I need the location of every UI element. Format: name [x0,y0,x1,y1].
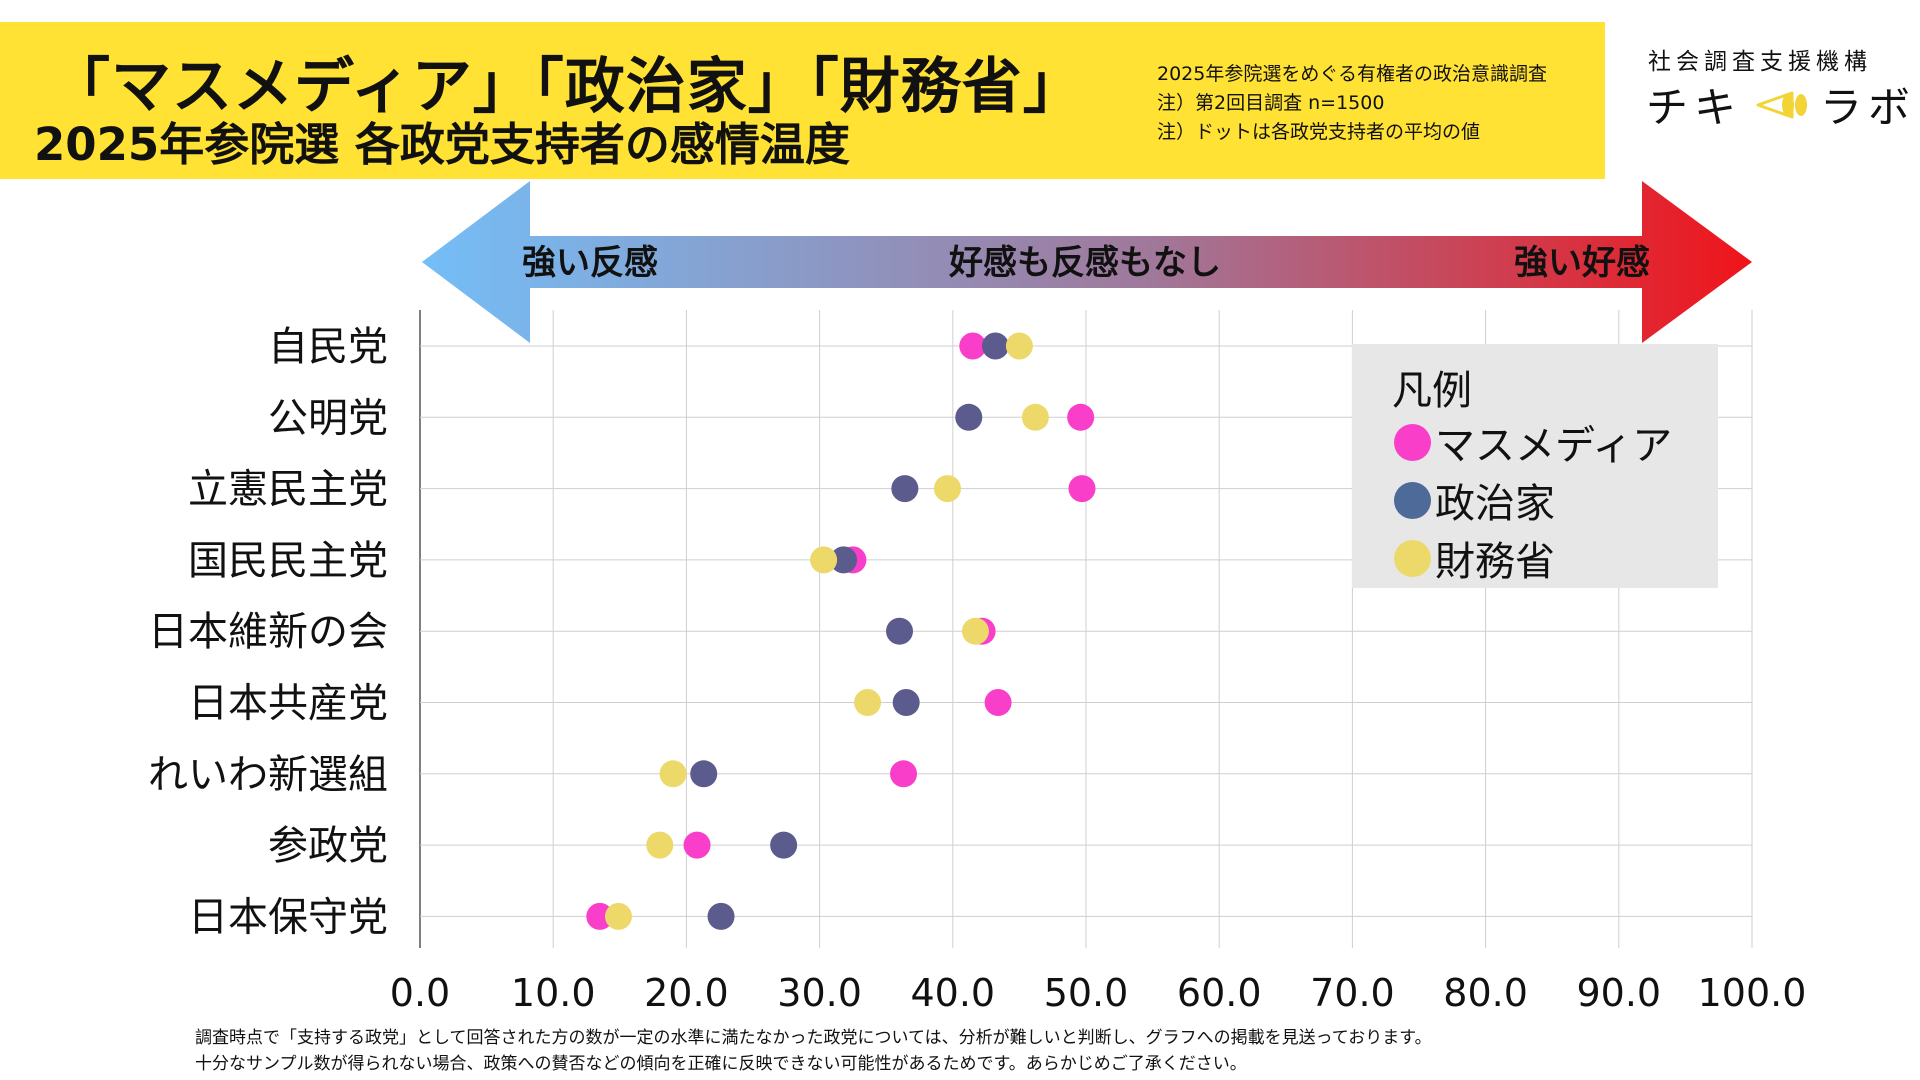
data-point [886,617,914,645]
category-label: 立憲民主党 [188,467,388,513]
data-point [891,475,919,503]
data-point [770,831,798,859]
logo-text-left: チキ [1646,83,1743,132]
category-label: 日本保守党 [188,894,388,940]
page-subtitle: 2025年参院選 各政党支持者の感情温度 [34,118,850,171]
megaphone-icon [1756,91,1808,118]
data-point [707,902,735,930]
legend-swatch [1394,423,1431,461]
data-point [604,902,632,930]
x-tick-label: 30.0 [777,971,862,1015]
category-label: れいわ新選組 [148,752,388,798]
legend-item-politicians: 政治家 [1394,478,1555,527]
data-point [959,332,987,360]
category-label: 国民民主党 [188,538,388,584]
legend-title: 凡例 [1392,368,1472,414]
legend-swatch [1394,539,1431,577]
survey-note: 注）第2回目調査 n=1500 [1157,92,1385,114]
category-label: 参政党 [268,823,388,869]
legend-item-ministry-of-finance: 財務省 [1394,536,1555,585]
x-tick-label: 70.0 [1310,971,1395,1015]
data-points [586,332,1096,930]
data-point [830,546,858,574]
x-tick-label: 100.0 [1698,971,1807,1015]
data-point [683,831,711,859]
data-point [1021,403,1049,431]
legend-item-mass-media: マスメディア [1394,420,1672,469]
scale-arrow-shape [422,181,1752,343]
survey-note: 2025年参院選をめぐる有権者の政治意識調査 [1157,63,1547,85]
survey-notes: 2025年参院選をめぐる有権者の政治意識調査 注）第2回目調査 n=1500 注… [1157,60,1547,147]
header-band [0,22,1605,179]
logo-text-right: ラボ [1820,83,1917,132]
data-point [1005,332,1033,360]
data-point [890,760,918,788]
scale-arrow: 強い反感 好感も反感もなし 強い好感 [422,181,1752,343]
legend-swatch [1394,481,1431,519]
scale-label-right: 強い好感 [1514,243,1650,283]
data-point [586,902,614,930]
data-point [981,332,1009,360]
org-logo: チキ ラボ [1646,74,1916,135]
data-point [646,831,674,859]
x-tick-label: 40.0 [910,971,995,1015]
legend-label: マスメディア [1435,423,1673,469]
org-name: 社会調査支援機構 [1648,49,1872,75]
x-tick-label: 90.0 [1576,971,1661,1015]
data-point [1067,403,1095,431]
category-label: 日本維新の会 [148,609,388,655]
x-tick-label: 50.0 [1044,971,1129,1015]
x-tick-labels: 0.0 10.0 20.0 30.0 40.0 50.0 60.0 70.0 80.0 90.0 1… [390,971,1807,1015]
scale-label-center: 好感も反感もなし [948,243,1221,283]
x-tick-label: 60.0 [1177,971,1262,1015]
data-point [961,617,989,645]
category-label: 公明党 [268,395,388,441]
footnote: 調査時点で「支持する政党」として回答された方の数が一定の水準に満たなかった政党に… [195,1025,1432,1077]
legend-label: 政治家 [1435,481,1555,527]
category-label: 自民党 [268,324,388,370]
legend: 凡例 マスメディア 政治家 財務省 [1352,344,1718,588]
x-tick-label: 10.0 [511,971,596,1015]
data-point [854,689,882,716]
survey-note: 注）ドットは各政党支持者の平均の値 [1157,121,1481,143]
footnote-line: 調査時点で「支持する政党」として回答された方の数が一定の水準に満たなかった政党に… [195,1028,1432,1048]
data-point [690,760,718,788]
x-tick-label: 20.0 [644,971,729,1015]
category-label: 日本共産党 [188,681,388,727]
data-point [892,689,920,716]
scale-label-left: 強い反感 [522,243,658,283]
data-point [810,546,838,574]
data-point [1068,475,1096,503]
x-tick-label: 0.0 [390,971,450,1015]
data-point [984,689,1012,716]
legend-label: 財務省 [1435,539,1555,585]
footnote-line: 十分なサンプル数が得られない場合、政策への賛否などの傾向を正確に反映できない可能… [195,1054,1247,1074]
category-labels: 自民党公明党立憲民主党国民民主党日本維新の会日本共産党れいわ新選組参政党日本保守… [148,324,388,940]
x-tick-label: 80.0 [1443,971,1528,1015]
data-point [933,475,961,503]
data-point [659,760,687,788]
data-point [955,403,983,431]
page-title: 「マスメディア」「政治家」「財務省」 [50,52,1084,122]
